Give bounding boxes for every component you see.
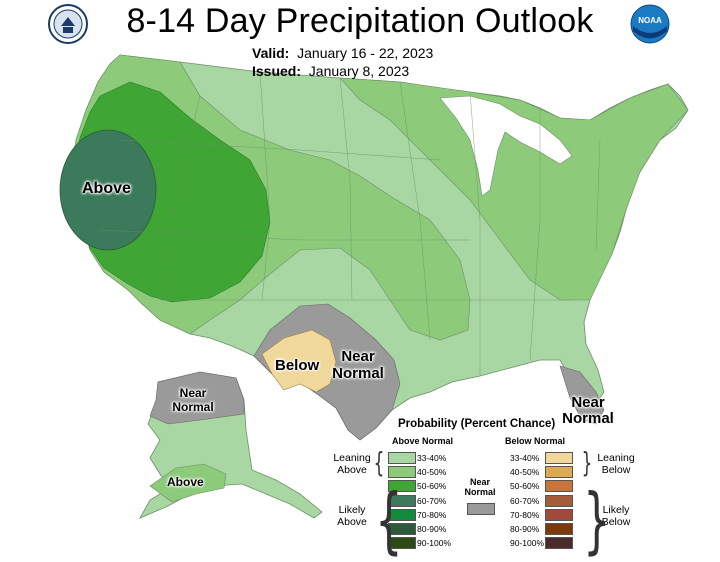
legend-likely-above: Likely Above — [337, 504, 367, 528]
state-lines — [99, 61, 601, 376]
legend-below-swatch — [545, 537, 573, 550]
legend-below-range: 40-50% — [510, 467, 540, 478]
legend-near-swatch — [467, 503, 495, 515]
legend-below-swatch — [545, 523, 573, 535]
legend-below-head: Below Normal — [505, 436, 566, 446]
issued-value: January 8, 2023 — [308, 63, 410, 79]
page-title: 8-14 Day Precipitation Outlook — [126, 2, 594, 40]
legend-above-swatch — [388, 508, 416, 521]
conus-likely60-zone — [59, 129, 157, 251]
brace-likely-above: { — [375, 478, 403, 562]
legend-above-swatch — [388, 466, 416, 479]
alaska-near-zone — [149, 371, 245, 425]
legend-above-range: 40-50% — [417, 467, 447, 478]
legend-above-swatch — [388, 494, 416, 507]
legend-above-swatch — [388, 523, 416, 535]
legend-title: Probability (Percent Chance) — [398, 418, 556, 430]
brace-leaning-below: } — [581, 446, 593, 479]
texas-below-zone — [261, 329, 337, 393]
legend-below-swatch — [545, 452, 573, 464]
legend-above-range: 33-40% — [417, 453, 447, 463]
legend-below-swatch — [545, 508, 573, 521]
date-block: Valid: January 16 - 22, 2023 Issued: Jan… — [252, 44, 433, 80]
legend-above-range: 70-80% — [417, 509, 447, 520]
label-near-normal-florida: Near Normal — [562, 394, 614, 427]
brace-leaning-above: { — [373, 446, 385, 479]
valid-row: Valid: January 16 - 22, 2023 — [252, 44, 433, 62]
legend-below-range: 60-70% — [510, 495, 540, 506]
label-near-normal-alaska: Near Normal — [172, 386, 214, 414]
valid-label: Valid: — [252, 45, 290, 61]
alaska-above-zone — [149, 463, 227, 503]
legend-above-swatch — [388, 537, 416, 550]
label-near-normal-texas: Near Normal — [332, 348, 384, 382]
legend-likely-below: Likely Below — [601, 504, 631, 528]
label-above-alaska: Above — [167, 475, 204, 489]
legend-below-range: 90-100% — [510, 538, 545, 549]
legend-below-range: 50-60% — [510, 481, 540, 492]
legend-above-swatch — [388, 452, 416, 464]
noaa-logo-icon: NOAA — [630, 4, 670, 44]
noaa-logo-text: NOAA — [638, 16, 662, 25]
legend-near-head: Near Normal — [464, 477, 496, 497]
legend-below-range: 80-90% — [510, 524, 540, 534]
florida-near-zone — [559, 365, 605, 425]
legend-above-range: 50-60% — [417, 481, 447, 492]
doc-seal-icon — [48, 4, 88, 44]
label-above-west: Above — [82, 180, 131, 197]
brace-likely-below: } — [583, 478, 611, 562]
issued-label: Issued: — [252, 63, 302, 79]
legend-leaning-above: Leaning Above — [333, 452, 371, 476]
legend-below-swatch — [545, 480, 573, 493]
legend-above-head: Above Normal — [392, 436, 454, 446]
legend-below-swatch — [545, 466, 573, 479]
legend-above-swatch — [388, 480, 416, 493]
legend-leaning-below: Leaning Below — [597, 452, 635, 476]
legend-below-swatch — [545, 494, 573, 507]
great-lakes — [439, 95, 573, 197]
legend-above-range: 90-100% — [417, 538, 452, 549]
issued-row: Issued: January 8, 2023 — [252, 62, 433, 80]
legend-below-range: 33-40% — [510, 453, 540, 463]
label-below-texas: Below — [275, 357, 320, 374]
legend-above-range: 60-70% — [417, 495, 447, 506]
legend-above-range: 80-90% — [417, 524, 447, 534]
legend-below-range: 70-80% — [510, 509, 540, 520]
valid-value: January 16 - 22, 2023 — [297, 45, 434, 61]
